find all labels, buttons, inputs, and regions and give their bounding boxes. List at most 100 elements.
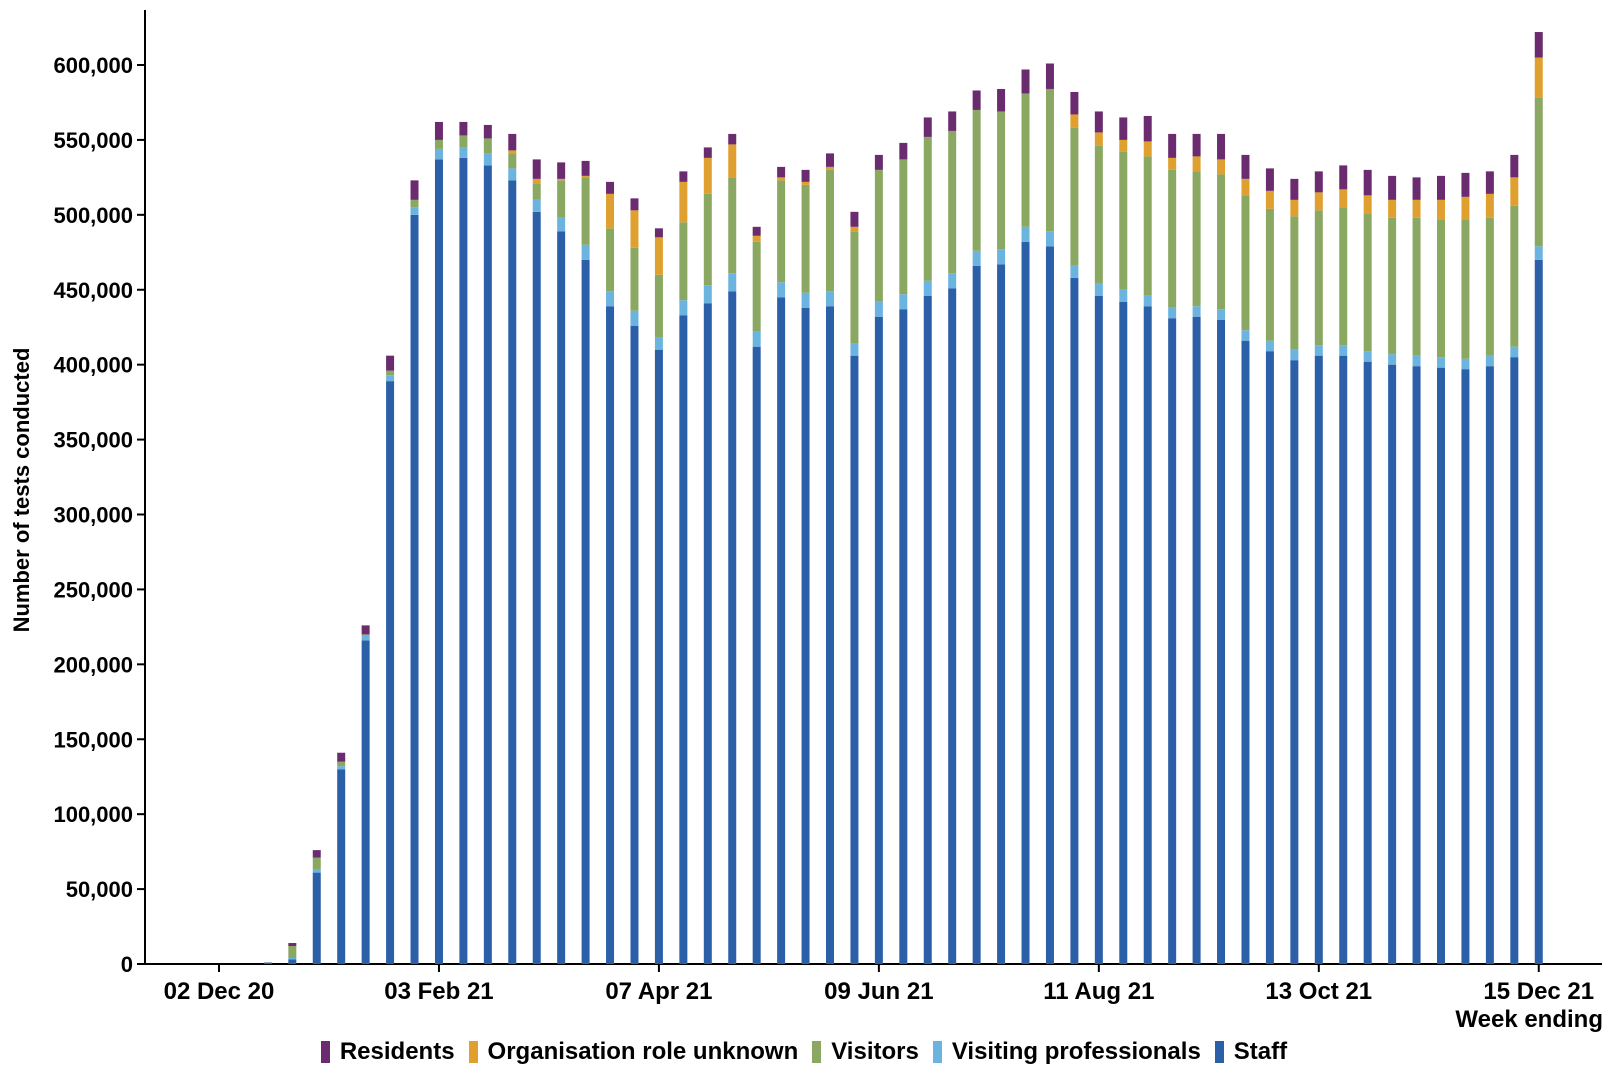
bar-segment — [312, 850, 321, 858]
legend-label: Organisation role unknown — [487, 1038, 799, 1065]
bar-segment — [654, 349, 663, 964]
bar-segment — [386, 381, 395, 965]
x-tick-label: 03 Feb 21 — [384, 978, 493, 1005]
bar-segment — [1363, 169, 1372, 196]
bar-segment — [606, 306, 615, 964]
bar-segment — [777, 282, 786, 298]
bar-segment — [1388, 199, 1397, 218]
bar-segment — [386, 355, 395, 371]
bar-segment — [434, 148, 443, 160]
bar-segment — [752, 235, 761, 242]
bar-segment — [997, 88, 1006, 112]
bar-segment — [337, 769, 346, 964]
bar-segment — [1412, 177, 1421, 200]
bar-segment — [752, 226, 761, 236]
bar-segment — [1168, 169, 1177, 308]
bar-segment — [508, 150, 517, 154]
bar-segment — [1485, 217, 1494, 356]
bar-segment — [581, 160, 590, 176]
bar-segment — [386, 370, 395, 376]
legend-item: Staff — [1214, 1038, 1287, 1066]
bar-segment — [923, 117, 932, 137]
bar-segment — [1217, 133, 1226, 160]
y-axis-label: Number of tests conducted — [9, 348, 34, 633]
bar-segment — [826, 306, 834, 964]
bar-segment — [410, 180, 419, 200]
bar-segment — [532, 211, 541, 964]
bar-segment — [1094, 295, 1103, 964]
y-tick-label: 450,000 — [53, 278, 133, 303]
legend-item: Residents — [320, 1038, 455, 1066]
bar-segment — [1241, 340, 1250, 964]
bar-segment — [1070, 91, 1079, 115]
legend-label: Visitors — [831, 1038, 919, 1065]
legend: Residents Organisation role unknown Visito… — [0, 1038, 1608, 1066]
bar-segment — [703, 285, 712, 304]
y-tick-label: 500,000 — [53, 203, 133, 228]
bar-segment — [923, 295, 932, 964]
bar-segment — [1217, 174, 1226, 310]
bar-segment — [263, 962, 272, 964]
bar-segment — [1070, 265, 1079, 278]
bar-segment — [1388, 364, 1397, 965]
bar-segment — [801, 292, 810, 308]
bar-segment — [1217, 319, 1226, 964]
bar-segment — [923, 136, 932, 281]
bar-segment — [459, 135, 468, 148]
bar-segment — [312, 869, 321, 873]
bar-segment — [1534, 32, 1543, 58]
bar-segment — [1510, 205, 1519, 347]
bar-segment — [1265, 340, 1274, 352]
bar-segment — [1241, 330, 1250, 341]
bar-segment — [1241, 195, 1250, 331]
bar-segment — [899, 159, 908, 295]
bar-segment — [1461, 358, 1470, 370]
legend-item: Organisation role unknown — [468, 1038, 799, 1066]
bar-segment — [850, 211, 859, 227]
bar-segment — [1094, 111, 1103, 133]
bar-segment — [288, 959, 297, 964]
bar-segment — [874, 316, 883, 965]
bar-segment — [801, 307, 810, 965]
bar-segment — [654, 274, 663, 338]
bar-segment — [1119, 301, 1128, 964]
bar-segment — [874, 169, 883, 302]
bar-segment — [606, 291, 615, 307]
bar-segment — [1485, 355, 1494, 367]
bar-segment — [557, 162, 566, 179]
bar-segment — [1094, 283, 1103, 296]
bar-segment — [1363, 195, 1372, 214]
bar-segment — [1339, 355, 1348, 965]
bar-segment — [1485, 171, 1494, 194]
bar-segment — [1388, 217, 1397, 355]
bar-segment — [483, 153, 492, 166]
legend-item: Visiting professionals — [932, 1038, 1201, 1066]
bar-segment — [1290, 349, 1299, 361]
bar-segment — [752, 241, 761, 332]
bar-segment — [1045, 231, 1054, 247]
bar-segment — [337, 766, 346, 770]
legend-label: Visiting professionals — [951, 1038, 1201, 1065]
y-tick-label: 550,000 — [53, 128, 133, 153]
bar-segment — [1412, 217, 1421, 356]
y-tick-label: 50,000 — [66, 877, 133, 902]
bar-segment — [288, 958, 297, 960]
bar-segment — [434, 139, 443, 149]
bar-segment — [1143, 295, 1152, 307]
bar-segment — [826, 153, 834, 167]
bar-segment — [1192, 171, 1201, 307]
bar-segment — [532, 199, 541, 212]
bar-segment — [874, 301, 883, 317]
bar-segment — [1485, 366, 1494, 964]
bar-segment — [777, 180, 786, 283]
bar-segment — [1168, 318, 1177, 964]
bar-segment — [532, 178, 541, 184]
bar-segment — [1339, 165, 1348, 190]
legend-label: Residents — [339, 1038, 455, 1065]
bar-segment — [1192, 316, 1201, 965]
bar-segment — [1461, 172, 1470, 197]
bar-segment — [1412, 355, 1421, 367]
x-tick-label: 09 Jun 21 — [824, 978, 933, 1005]
bar-segment — [1241, 154, 1250, 179]
